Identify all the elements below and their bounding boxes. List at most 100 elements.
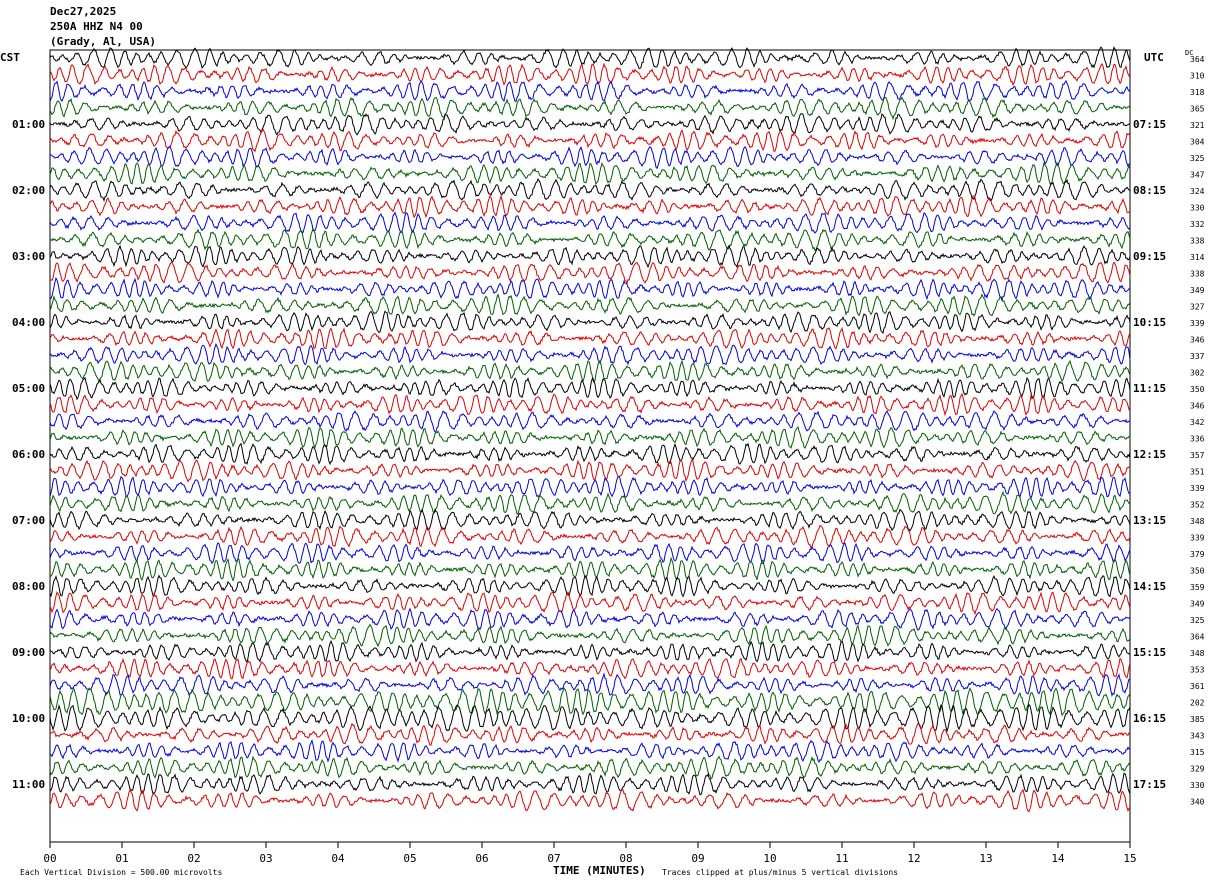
dc-offset-labels: 364 310 318 365 321 304 325 347 324 330 332 338 314 3…	[1190, 55, 1205, 807]
trace-line	[49, 426, 1131, 449]
trace-line	[49, 508, 1131, 532]
trace-line	[49, 62, 1131, 87]
dc-offset-value: 342	[1190, 418, 1205, 427]
dc-offset-value: 202	[1190, 699, 1205, 708]
left-hour-label: 04:00	[12, 316, 45, 329]
trace-line	[49, 376, 1131, 401]
x-tick-label: 05	[403, 852, 416, 865]
trace-line	[49, 687, 1131, 717]
right-hour-label: 16:15	[1133, 712, 1166, 725]
dc-offset-value: 330	[1190, 204, 1205, 213]
dc-offset-value: 314	[1190, 253, 1205, 262]
x-tick-label: 10	[763, 852, 776, 865]
x-tick-label: 15	[1123, 852, 1136, 865]
left-hour-label: 07:00	[12, 514, 45, 527]
dc-offset-value: 318	[1190, 88, 1205, 97]
right-hour-label: 12:15	[1133, 448, 1166, 461]
dc-offset-value: 315	[1190, 748, 1205, 757]
trace-line	[49, 772, 1131, 796]
trace-line	[49, 590, 1131, 616]
x-tick-label: 06	[475, 852, 488, 865]
right-hour-label: 14:15	[1133, 580, 1166, 593]
dc-offset-value: 349	[1190, 286, 1205, 295]
dc-offset-value: 365	[1190, 105, 1205, 114]
trace-line	[49, 342, 1131, 366]
right-hour-label: 09:15	[1133, 250, 1166, 263]
dc-offset-value: 329	[1190, 765, 1205, 774]
trace-line	[49, 392, 1131, 417]
trace-line	[49, 788, 1131, 813]
dc-offset-value: 339	[1190, 484, 1205, 493]
right-hour-label: 15:15	[1133, 646, 1166, 659]
dc-offset-value: 332	[1190, 220, 1205, 229]
dc-offset-value: 348	[1190, 649, 1205, 658]
left-hour-label: 08:00	[12, 580, 45, 593]
dc-offset-value: 321	[1190, 121, 1205, 130]
header-station: 250A HHZ N4 00	[50, 20, 143, 33]
trace-line	[49, 672, 1131, 698]
trace-line	[49, 79, 1131, 103]
dc-offset-value: 340	[1190, 798, 1205, 807]
dc-offset-value: 346	[1190, 336, 1205, 345]
dc-header: DC	[1185, 49, 1194, 57]
footer-clip: Traces clipped at plus/minus 5 vertical …	[662, 868, 899, 877]
trace-line	[49, 128, 1131, 153]
dc-offset-value: 359	[1190, 583, 1205, 592]
trace-line	[49, 46, 1131, 69]
trace-line	[49, 639, 1131, 664]
trace-line	[49, 244, 1131, 269]
trace-line	[49, 161, 1131, 186]
dc-offset-value: 361	[1190, 682, 1205, 691]
footer-scale: Each Vertical Division = 500.00 microvol…	[20, 868, 223, 877]
dc-offset-value: 338	[1190, 237, 1205, 246]
trace-line	[50, 145, 1131, 170]
right-hour-label: 13:15	[1133, 514, 1166, 527]
dc-offset-value: 336	[1190, 435, 1205, 444]
dc-offset-value: 310	[1190, 72, 1205, 81]
dc-offset-value: 347	[1190, 171, 1205, 180]
trace-line	[49, 458, 1131, 483]
dc-offset-value: 339	[1190, 319, 1205, 328]
dc-offset-value: 339	[1190, 534, 1205, 543]
x-tick-label: 04	[331, 852, 345, 865]
dc-offset-value: 379	[1190, 550, 1205, 559]
trace-group	[49, 46, 1131, 813]
dc-offset-value: 357	[1190, 451, 1205, 460]
trace-line	[49, 703, 1131, 733]
right-timezone: UTC	[1144, 51, 1164, 64]
right-hour-label: 17:15	[1133, 778, 1166, 791]
trace-line	[49, 607, 1131, 631]
trace-line	[49, 442, 1131, 466]
trace-line	[49, 227, 1131, 252]
dc-offset-value: 385	[1190, 715, 1205, 724]
header-location: (Grady, Al, USA)	[50, 35, 156, 48]
dc-offset-value: 346	[1190, 402, 1205, 411]
right-hour-labels: 07:15 08:15 09:15 10:15 11:15 12:15 13:15 14:15…	[1133, 118, 1166, 791]
left-hour-label: 11:00	[12, 778, 45, 791]
dc-offset-value: 327	[1190, 303, 1205, 312]
x-tick-label: 14	[1051, 852, 1065, 865]
right-hour-label: 08:15	[1133, 184, 1166, 197]
right-hour-label: 10:15	[1133, 316, 1166, 329]
x-tick-label: 12	[907, 852, 920, 865]
trace-line	[49, 657, 1131, 680]
left-hour-label: 06:00	[12, 448, 45, 461]
x-axis-ticks: 00 01 02 03 04 05 06 07 08 09 10 11 12 13 14 15	[43, 842, 1137, 865]
trace-line	[49, 410, 1131, 433]
trace-line	[49, 359, 1131, 384]
left-hour-label: 10:00	[12, 712, 45, 725]
x-tick-label: 11	[835, 852, 848, 865]
dc-offset-value: 364	[1190, 633, 1205, 642]
right-hour-label: 07:15	[1133, 118, 1166, 131]
plot-frame	[49, 49, 1131, 843]
dc-offset-value: 352	[1190, 501, 1205, 510]
dc-offset-value: 330	[1190, 781, 1205, 790]
trace-line	[49, 113, 1131, 136]
trace-line	[49, 574, 1131, 598]
x-axis-title: TIME (MINUTES)	[553, 864, 646, 877]
dc-offset-value: 337	[1190, 352, 1205, 361]
dc-offset-value: 349	[1190, 600, 1205, 609]
left-hour-label: 05:00	[12, 382, 45, 395]
dc-offset-value: 364	[1190, 55, 1205, 64]
